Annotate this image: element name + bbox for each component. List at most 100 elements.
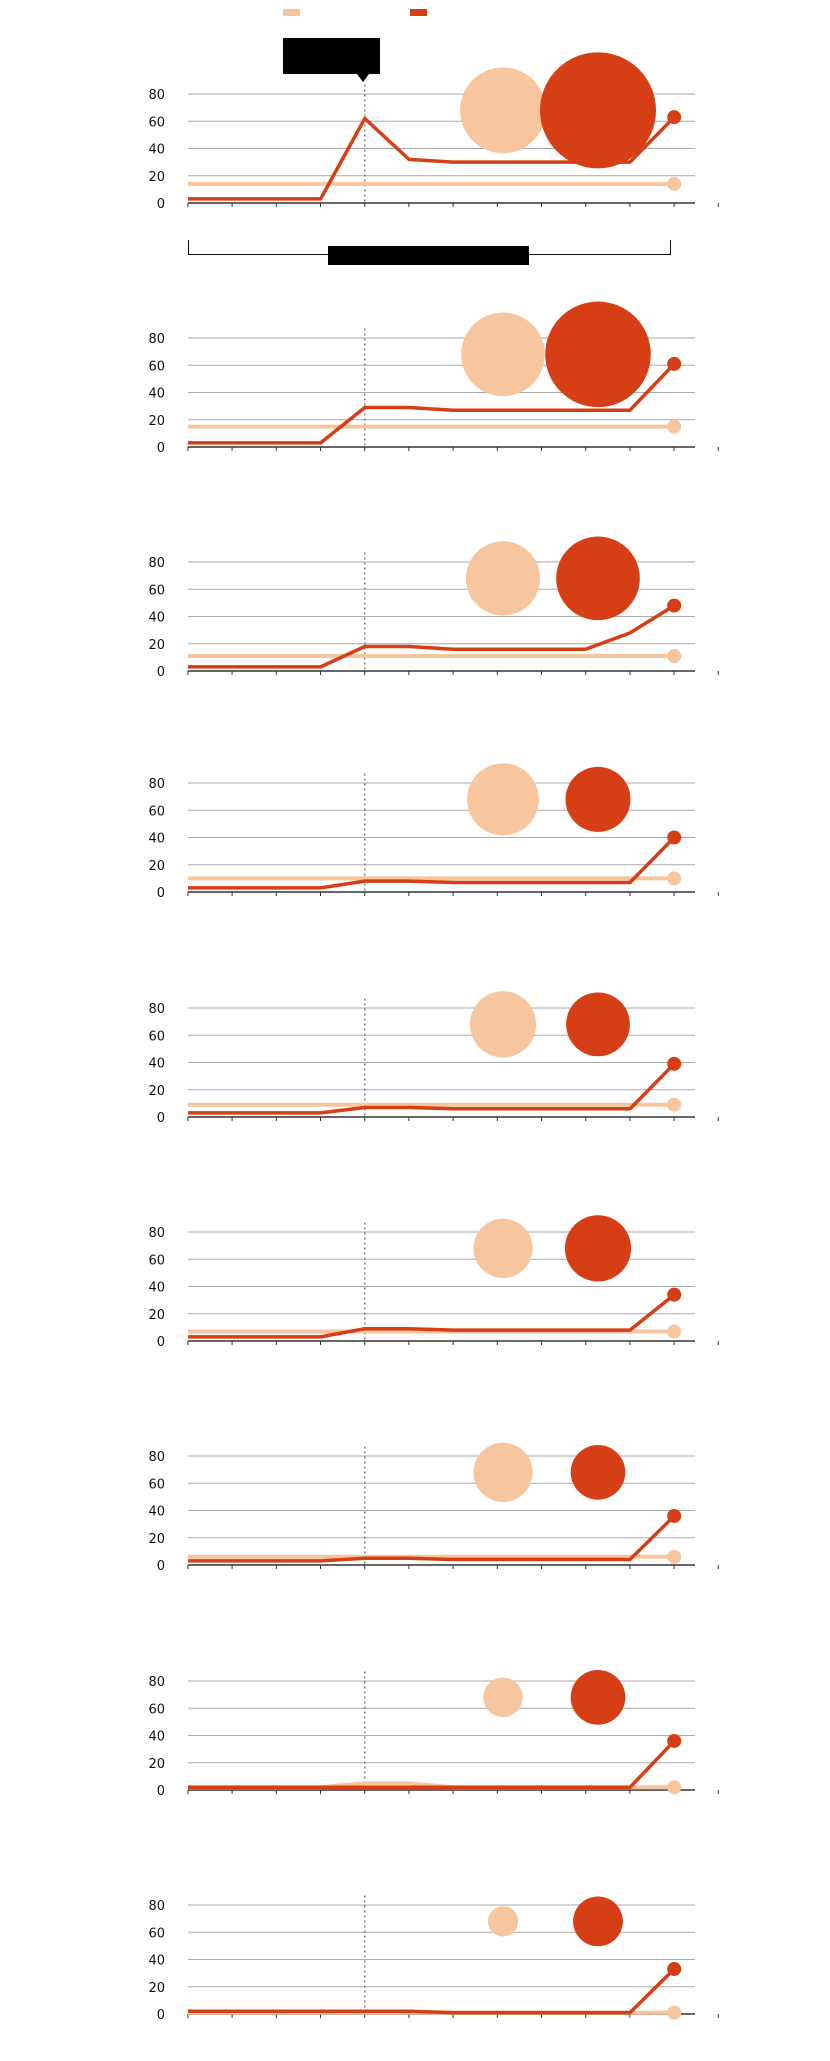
y-tick-label: 40 <box>148 1730 165 1745</box>
tooltip-box <box>283 38 380 74</box>
bubble-light <box>487 1906 519 1937</box>
y-tick-label: 40 <box>148 387 165 402</box>
bubble-dark <box>565 766 631 832</box>
y-tick-label: 20 <box>148 1084 165 1099</box>
series-end-dot-light <box>667 1549 682 1564</box>
y-tick-label: 40 <box>148 1281 165 1296</box>
chart-panel-9: 0 20 40 60 80 <box>148 1895 719 2023</box>
y-tick-label: 0 <box>157 886 165 901</box>
y-tick-label: 60 <box>148 1477 165 1492</box>
y-tick-label: 40 <box>148 1505 165 1520</box>
y-tick-label: 40 <box>148 832 165 847</box>
chart-panel-2: 0 20 40 60 80 <box>148 301 719 456</box>
y-tick-label: 80 <box>148 777 165 792</box>
series-line-dark <box>188 1293 676 1339</box>
y-tick-label: 0 <box>157 1559 165 1574</box>
chart-panel-7: 0 20 40 60 80 <box>148 1442 719 1574</box>
y-tick-label: 80 <box>148 88 165 103</box>
y-tick-label: 40 <box>148 143 165 158</box>
y-tick-label: 80 <box>148 1675 165 1690</box>
y-tick-label: 20 <box>148 1981 165 1996</box>
y-tick-label: 80 <box>148 332 165 347</box>
y-tick-label: 20 <box>148 859 165 874</box>
y-tick-label: 60 <box>148 1702 165 1717</box>
bubble-light <box>483 1677 523 1718</box>
series-end-dot-light <box>667 2005 682 2020</box>
legend-swatch-dark <box>410 9 427 16</box>
y-tick-label: 0 <box>157 2008 165 2023</box>
bubble-dark <box>564 1215 632 1282</box>
bubble-light <box>460 67 546 154</box>
bubble-dark <box>545 301 651 408</box>
y-tick-label: 20 <box>148 1532 165 1547</box>
y-tick-label: 40 <box>148 1057 165 1072</box>
series-end-dot-dark <box>667 1287 682 1302</box>
y-tick-label: 20 <box>148 170 165 185</box>
series-end-dot-dark <box>667 1962 682 1977</box>
y-tick-label: 0 <box>157 197 165 212</box>
bubble-dark <box>570 1670 626 1725</box>
series-end-dot-dark <box>667 110 682 125</box>
tooltip-arrow <box>357 74 369 82</box>
y-tick-label: 60 <box>148 583 165 598</box>
y-tick-label: 60 <box>148 1253 165 1268</box>
series-end-dot-dark <box>667 598 682 613</box>
brush-selection-bar[interactable] <box>328 246 529 265</box>
series-end-dot-light <box>667 176 682 191</box>
chart-panel-5: 0 20 40 60 80 <box>148 991 719 1126</box>
y-tick-label: 60 <box>148 359 165 374</box>
bubble-dark <box>573 1896 623 1947</box>
series-end-dot-dark <box>667 1508 682 1523</box>
legend-swatch-light <box>283 9 300 16</box>
series-end-dot-light <box>667 419 682 434</box>
bubble-dark <box>540 52 656 169</box>
series-end-dot-dark <box>667 356 682 371</box>
bubble-light <box>469 991 537 1058</box>
bubble-light <box>467 763 539 836</box>
y-tick-label: 60 <box>148 1926 165 1941</box>
y-tick-label: 80 <box>148 1450 165 1465</box>
series-line-dark <box>188 1514 676 1563</box>
bubble-light <box>461 312 545 397</box>
y-tick-label: 0 <box>157 1335 165 1350</box>
y-tick-label: 40 <box>148 1954 165 1969</box>
y-tick-label: 40 <box>148 611 165 626</box>
y-tick-label: 0 <box>157 1784 165 1799</box>
y-tick-label: 20 <box>148 414 165 429</box>
series-end-dot-light <box>667 1097 682 1112</box>
series-line-dark <box>188 1967 676 2015</box>
series-end-dot-light <box>667 1324 682 1339</box>
y-tick-label: 20 <box>148 1308 165 1323</box>
bubble-dark <box>570 1445 626 1500</box>
y-tick-label: 20 <box>148 638 165 653</box>
series-end-dot-dark <box>667 1733 682 1748</box>
bubble-light <box>473 1218 533 1278</box>
chart-panel-3: 0 20 40 60 80 <box>148 536 719 680</box>
series-line-dark <box>188 604 676 669</box>
y-tick-label: 0 <box>157 441 165 456</box>
y-tick-label: 80 <box>148 1226 165 1241</box>
series-line-dark <box>188 362 676 445</box>
series-line-dark <box>188 1739 676 1790</box>
bubble-dark <box>556 536 640 621</box>
y-tick-label: 80 <box>148 1002 165 1017</box>
bubble-light <box>465 541 541 616</box>
series-end-dot-light <box>667 1780 682 1795</box>
chart-panel-1: 0 20 40 60 80 <box>148 52 719 212</box>
chart-panel-4: 0 20 40 60 80 <box>148 763 719 901</box>
y-tick-label: 80 <box>148 1899 165 1914</box>
series-line-dark <box>188 1062 676 1115</box>
series-end-dot-dark <box>667 1056 682 1071</box>
y-tick-label: 20 <box>148 1757 165 1772</box>
series-line-dark <box>188 836 676 890</box>
bubble-dark <box>566 992 630 1057</box>
y-tick-label: 0 <box>157 665 165 680</box>
bubble-light <box>473 1442 533 1502</box>
series-end-dot-light <box>667 871 682 886</box>
y-tick-label: 60 <box>148 115 165 130</box>
series-end-dot-light <box>667 649 682 664</box>
y-tick-label: 60 <box>148 804 165 819</box>
chart-panel-8: 0 20 40 60 80 <box>148 1670 719 1799</box>
